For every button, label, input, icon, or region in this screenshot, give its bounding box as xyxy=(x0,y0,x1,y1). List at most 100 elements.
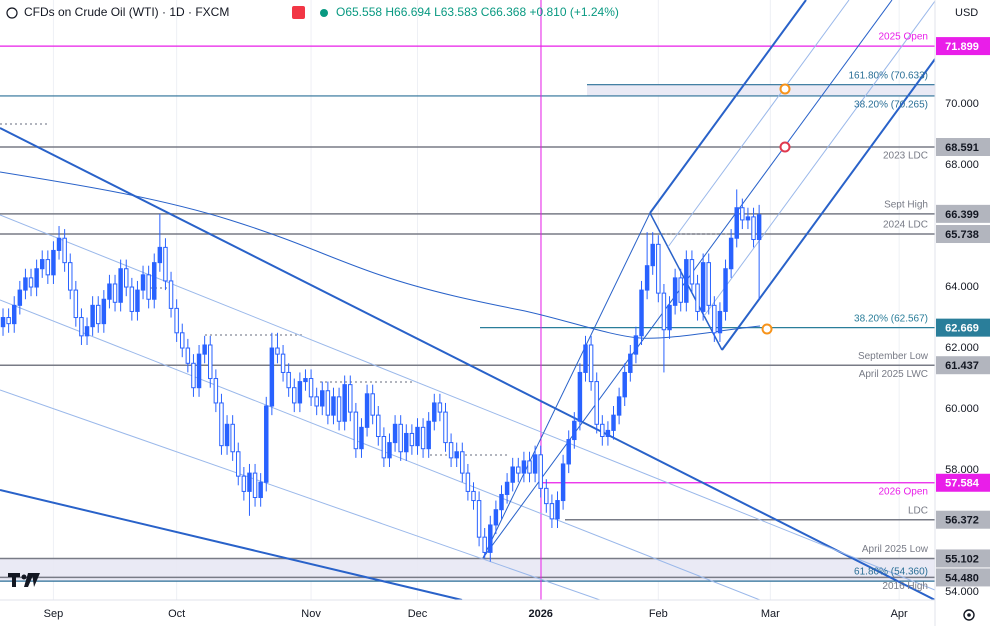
header: CFDs on Crude Oil (WTI) · 1D · FXCM O65.… xyxy=(6,5,619,19)
price-tag xyxy=(936,37,990,56)
candle-body xyxy=(684,259,689,303)
candle-body xyxy=(286,371,291,389)
candle-body xyxy=(740,207,745,221)
candle-body xyxy=(600,423,605,438)
candle-body xyxy=(376,414,381,438)
candle-body xyxy=(258,481,263,499)
candle-body xyxy=(516,466,521,474)
candle-body xyxy=(364,393,370,428)
candle-body xyxy=(493,509,499,526)
level-label: 2026 Open xyxy=(879,486,929,497)
candle-body xyxy=(185,347,191,364)
candle-body xyxy=(23,277,28,291)
price-tag-label: 66.399 xyxy=(945,209,979,221)
level-label: 2023 LDC xyxy=(883,151,928,162)
candles xyxy=(0,189,762,562)
candle-body xyxy=(661,292,667,331)
candle-body xyxy=(476,500,482,538)
candle-body xyxy=(336,396,342,422)
candle-body xyxy=(510,466,515,483)
candle-body xyxy=(387,442,392,459)
candle-body xyxy=(644,265,650,291)
candle-body xyxy=(73,289,79,319)
candle-body xyxy=(269,347,275,407)
candle-body xyxy=(124,268,129,288)
candle-body xyxy=(650,243,655,267)
level-label: 161.80% (70.633) xyxy=(848,70,928,81)
plot-area: 2025 Open 161.80% (70.633) 38.20% (70.265)… xyxy=(0,0,935,600)
candle-body xyxy=(471,490,476,502)
candle-body xyxy=(17,289,23,306)
candle-body xyxy=(219,402,224,447)
candle-body xyxy=(308,378,314,398)
level-label: April 2025 LWC xyxy=(859,369,928,380)
candle-body xyxy=(460,451,465,474)
candle-body xyxy=(454,451,459,459)
candle-body xyxy=(426,420,431,450)
candle-body xyxy=(572,420,577,441)
candle-body xyxy=(404,432,409,453)
candle-body xyxy=(605,429,611,438)
candle-body xyxy=(611,414,616,431)
price-tag-label: 71.899 xyxy=(945,41,979,53)
currency: USD xyxy=(955,7,978,19)
candle-body xyxy=(34,268,39,288)
candle-body xyxy=(488,524,493,553)
moving-average xyxy=(0,171,761,339)
x-tick-label: Sep xyxy=(44,608,64,620)
candle-body xyxy=(157,246,163,264)
candle-body xyxy=(348,384,353,413)
candle-body xyxy=(342,384,347,422)
level-label: April 2025 Low xyxy=(862,544,929,555)
level-label: 38.20% (62.567) xyxy=(854,313,928,324)
price-tag xyxy=(936,549,990,568)
price-tag-label: 68.591 xyxy=(945,142,979,154)
candle-body xyxy=(264,405,269,483)
candle-body xyxy=(303,378,308,383)
candle-body xyxy=(370,393,375,416)
candle-body xyxy=(241,475,247,492)
y-tick-label: 70.000 xyxy=(945,98,979,110)
candle-body xyxy=(723,268,728,312)
price-tag xyxy=(936,204,990,223)
logo[interactable] xyxy=(8,573,40,587)
price-tag xyxy=(936,510,990,529)
candle-body xyxy=(622,371,627,398)
candle-body xyxy=(292,387,297,404)
flag-icon[interactable] xyxy=(292,6,305,19)
candle-body xyxy=(247,472,252,492)
candle-body xyxy=(208,344,213,380)
candle-body xyxy=(67,262,73,291)
candle-body xyxy=(504,481,510,495)
candle-body xyxy=(588,344,594,383)
candle-body xyxy=(129,286,135,312)
price-tag xyxy=(936,356,990,375)
candle-body xyxy=(6,317,11,325)
ohlc-legend: O65.558 H66.694 L63.583 C66.368 +0.810 (… xyxy=(336,5,619,19)
levels xyxy=(0,45,935,582)
candle-body xyxy=(633,335,639,355)
x-tick-label: Dec xyxy=(408,608,428,620)
price-tag-label: 62.669 xyxy=(945,323,979,335)
candle-body xyxy=(717,310,723,334)
x-tick-label: Apr xyxy=(891,608,908,620)
market-status xyxy=(320,9,328,17)
price-tag xyxy=(936,568,990,587)
x-tick-label: Nov xyxy=(301,608,321,620)
resistance-marker xyxy=(779,141,791,153)
candle-body xyxy=(728,237,734,270)
price-axis xyxy=(935,0,990,626)
settings-button[interactable] xyxy=(963,609,975,621)
level-label: 61.80% (54.360) xyxy=(854,567,928,578)
bands xyxy=(0,84,935,582)
candle-body xyxy=(135,289,140,312)
candle-body xyxy=(163,246,168,282)
candle-body xyxy=(297,381,303,404)
price-tag xyxy=(936,137,990,156)
candle-body xyxy=(560,463,566,502)
y-tick-label: 60.000 xyxy=(945,403,979,415)
level-label: Sept High xyxy=(884,199,928,210)
x-tick-label: Feb xyxy=(649,608,668,620)
y-tick-label: 54.000 xyxy=(945,586,979,598)
price-tag xyxy=(936,473,990,492)
